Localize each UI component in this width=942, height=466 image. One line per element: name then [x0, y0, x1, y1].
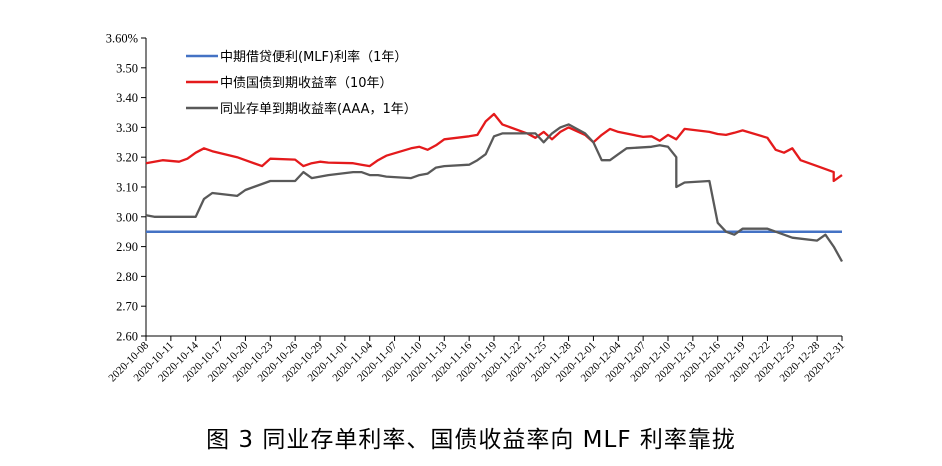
series-line-bond	[145, 112, 843, 183]
y-tick-label: 3.20	[116, 151, 138, 165]
x-axis-ticks: 2020-10-082020-10-112020-10-142020-10-17…	[106, 336, 847, 384]
series-layer	[145, 112, 844, 263]
y-tick-label: 2.80	[116, 270, 138, 284]
legend-label-cd: 同业存单到期收益率(AAA，1年）	[220, 101, 417, 117]
legend-label-mlf: 中期借贷便利(MLF)利率（1年）	[220, 49, 407, 65]
y-axis-ticks: 3.60% 3.50 3.40 3.30 3.20 3.10 3.00 2.90 2.80 2.7…	[106, 32, 146, 344]
y-tick-label: 3.10	[116, 181, 138, 195]
line-chart: 3.60% 3.50 3.40 3.30 3.20 3.10 3.00 2.90 2.80 2.7…	[106, 32, 847, 385]
y-tick-label: 2.60	[116, 330, 138, 344]
y-tick-label: 3.00	[116, 210, 138, 224]
chart-area: 3.60% 3.50 3.40 3.30 3.20 3.10 3.00 2.90 2.80 2.7…	[106, 32, 847, 385]
y-tick-label: 2.90	[116, 240, 138, 254]
legend-label-bond: 中债国债到期收益率（10年）	[220, 75, 393, 91]
y-tick-label: 3.60%	[106, 32, 138, 46]
legend: 中期借贷便利(MLF)利率（1年） 中债国债到期收益率（10年） 同业存单到期收益率…	[186, 49, 417, 117]
y-tick-label: 3.40	[116, 91, 138, 105]
figure-caption: 图 3 同业存单利率、国债收益率向 MLF 利率靠拢	[206, 427, 736, 453]
y-tick-label: 3.30	[116, 121, 138, 135]
y-tick-label: 3.50	[116, 61, 138, 75]
series-line-cd	[145, 123, 844, 263]
y-tick-label: 2.70	[116, 300, 138, 314]
